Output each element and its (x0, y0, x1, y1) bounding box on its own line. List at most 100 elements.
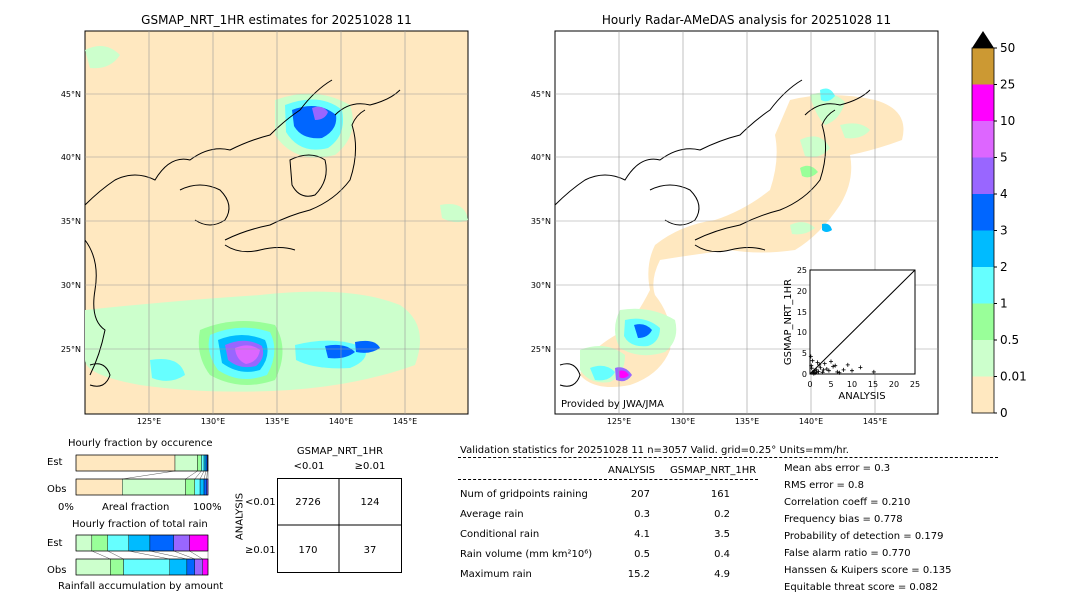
scatter-x-tick: 25 (910, 380, 920, 389)
colorbar-over-arrow (972, 31, 994, 48)
fraction-bar-outline-est (75, 534, 209, 552)
fraction-connector (203, 470, 207, 480)
colorbar-label: 4 (1000, 187, 1008, 201)
colorbar-segment (972, 157, 994, 194)
scatter-point (841, 367, 846, 372)
validation-row-label: Num of gridpoints raining (460, 489, 588, 500)
fraction-occurrence-obs-label: Obs (47, 484, 67, 495)
colorbar-label: 10 (1000, 114, 1015, 128)
fraction-connector (189, 550, 203, 560)
gsmap-lon-tick: 135°E (265, 417, 289, 425)
score-rms-error: RMS error = 0.8 (784, 480, 864, 491)
contingency-cell-hit-none: 2726 (295, 497, 320, 508)
fraction-connector (194, 470, 202, 480)
fraction-bar-outline-obs (75, 558, 209, 576)
fraction-bar-segment (185, 478, 195, 496)
fraction-bar-segment (194, 558, 203, 576)
colorbar-label: 5 (1000, 151, 1008, 165)
fraction-bar-outline-obs (75, 478, 209, 496)
scatter-point (837, 370, 842, 375)
fraction-bar-segment (203, 454, 207, 472)
score-mean-abs-error: Mean abs error = 0.3 (784, 463, 891, 474)
fraction-bar-segment (91, 534, 108, 552)
gsmap-lat-tick: 45°N (61, 90, 81, 99)
contingency-cell-miss: 170 (298, 545, 317, 556)
fraction-connector (128, 550, 170, 560)
fraction-total-est-label: Est (47, 538, 63, 549)
colorbar-label: 3 (1000, 224, 1008, 238)
radar-lat-tick: 35°N (531, 217, 551, 226)
colorbar-segment (972, 230, 994, 267)
scatter-point (835, 369, 840, 374)
scatter-point (812, 368, 817, 373)
fraction-bar-segment (201, 454, 205, 472)
colorbar-label: 0 (1000, 406, 1008, 420)
colorbar-label: 0.01 (1000, 370, 1026, 384)
gsmap-lat-tick: 25°N (61, 345, 81, 354)
score-hk: Hanssen & Kuipers score = 0.135 (784, 565, 952, 576)
colorbar-segment (972, 376, 994, 413)
radar-lon-tick: 135°E (735, 417, 759, 425)
fraction-axis-mid: Areal fraction (102, 502, 170, 513)
radar-lat-tick: 25°N (531, 345, 551, 354)
score-correlation: Correlation coeff = 0.210 (784, 497, 911, 508)
validation-row-analysis: 4.1 (634, 529, 650, 540)
fraction-connector (149, 550, 187, 560)
score-far: False alarm ratio = 0.770 (784, 548, 911, 559)
contingency-row-ge: ≥0.01 (245, 545, 276, 556)
scatter-point (809, 366, 814, 371)
fraction-total-chart (75, 534, 209, 576)
fraction-bar-segment (75, 558, 111, 576)
scatter-point (814, 367, 819, 372)
contingency-ylabel: ANALYSIS (234, 492, 246, 541)
scatter-point (821, 367, 826, 372)
fraction-bar-segment (203, 478, 207, 496)
scatter-point (814, 370, 819, 375)
scatter-x-tick: 0 (807, 380, 812, 389)
validation-row-label: Rain volume (mm km²10⁶) (460, 549, 593, 560)
gsmap-gridlines (85, 31, 468, 414)
colorbar-segment (972, 303, 994, 340)
scatter-point (858, 365, 863, 370)
validation-row-analysis: 0.3 (634, 509, 650, 520)
gsmap-lon-tick: 140°E (329, 417, 353, 425)
fraction-occurrence-est-label: Est (47, 457, 63, 468)
fraction-connector (199, 470, 205, 480)
fraction-bar-segment (110, 558, 124, 576)
gsmap-coastlines (84, 79, 401, 387)
colorbar-label: 2 (1000, 260, 1008, 274)
fraction-bar-segment (75, 478, 123, 496)
fraction-bar-segment (174, 454, 198, 472)
scatter-y-tick: 10 (797, 328, 807, 337)
contingency-title: GSMAP_NRT_1HR (296, 446, 384, 457)
fraction-connector (185, 470, 198, 480)
scatter-y-tick: 15 (797, 308, 807, 317)
scatter-diagonal (809, 269, 916, 375)
fraction-axis-left: 0% (58, 502, 74, 513)
colorbar-segment (972, 48, 994, 85)
scatter-point (808, 354, 813, 359)
fraction-connector (91, 550, 111, 560)
validation-row-gsmap: 0.2 (714, 509, 730, 520)
scatter-point (815, 360, 820, 365)
fraction-connector (206, 470, 208, 480)
colorbar-segment (972, 121, 994, 158)
fraction-bar-segment (199, 478, 205, 496)
contingency-cell-hit: 37 (364, 545, 377, 556)
scatter-x-tick: 15 (868, 380, 878, 389)
validation-row-gsmap: 161 (710, 489, 730, 500)
fraction-connector (107, 550, 124, 560)
colorbar-segment (972, 267, 994, 304)
fraction-bar-segment (123, 558, 170, 576)
provided-by-label: Provided by JWA/JMA (561, 399, 664, 410)
fraction-bar-segment (186, 558, 195, 576)
scatter-x-tick: 5 (828, 380, 833, 389)
fraction-bar-segment (173, 534, 190, 552)
fraction-bar-segment (197, 454, 202, 472)
scatter-x-tick: 10 (847, 380, 857, 389)
scatter-point (811, 371, 816, 376)
gsmap-lon-tick: 125°E (137, 417, 161, 425)
radar-lat-tick: 45°N (531, 90, 551, 99)
radar-lat-tick: 30°N (531, 281, 551, 290)
scatter-point (809, 363, 814, 368)
